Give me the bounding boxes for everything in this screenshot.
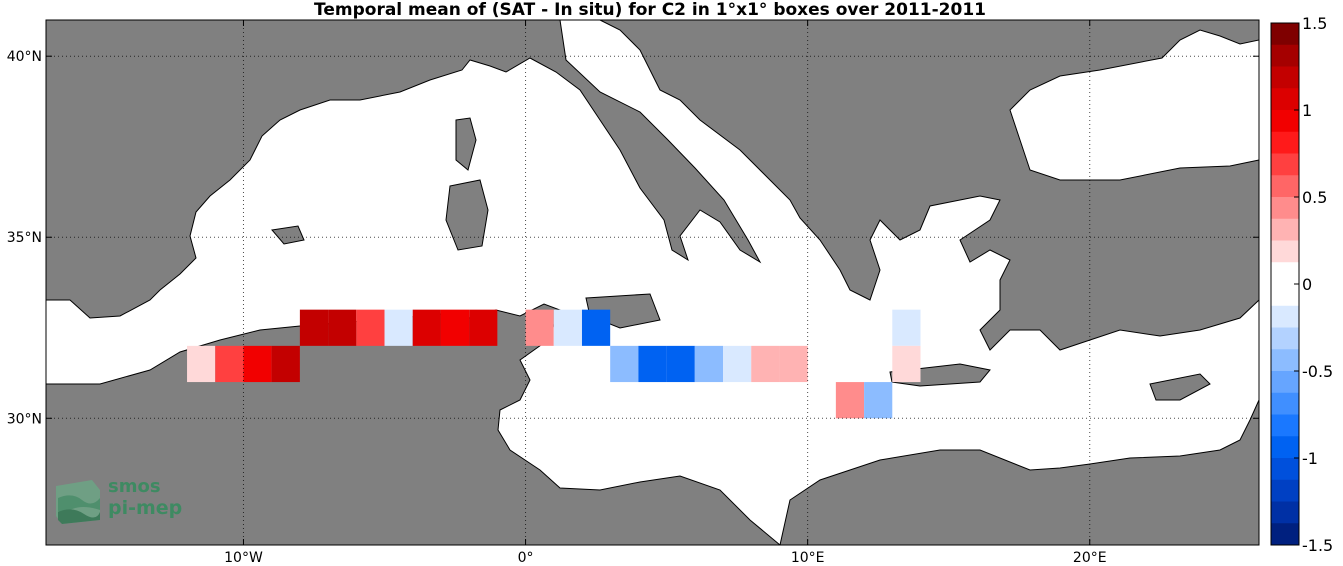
colorbar-segment	[1271, 392, 1299, 415]
colorbar-tick-label: -0.5	[1302, 362, 1333, 381]
data-box	[864, 382, 893, 419]
data-box	[581, 309, 611, 346]
data-box	[299, 309, 329, 346]
colorbar-segment	[1271, 262, 1299, 285]
colorbar-segment	[1271, 414, 1299, 437]
data-box	[892, 309, 921, 346]
map-frame	[45, 19, 1260, 546]
data-box	[328, 309, 357, 346]
data-box	[892, 345, 921, 383]
data-box	[751, 345, 780, 383]
data-box	[215, 345, 244, 383]
colorbar-segment	[1271, 197, 1299, 220]
colorbar-segment	[1271, 240, 1299, 263]
colorbar-tick-label: 0.5	[1302, 188, 1327, 207]
x-tick-label: 0°	[518, 550, 534, 566]
colorbar-segment	[1271, 23, 1299, 46]
x-tick-label: 10°W	[224, 550, 263, 566]
colorbar-segment	[1271, 327, 1299, 350]
colorbar-segment	[1271, 349, 1299, 372]
colorbar-tick-label: 1.5	[1302, 14, 1327, 33]
smos-pi-mep-logo: smos pi-mep	[52, 476, 192, 528]
land-iberia	[45, 19, 762, 319]
colorbar: 1.5 1 0.5 0 -0.5 -1 -1.5	[1270, 14, 1333, 555]
colorbar-segment	[1271, 523, 1299, 546]
data-box	[723, 345, 752, 383]
colorbar-segment	[1271, 479, 1299, 502]
data-boxes	[187, 309, 921, 419]
chart-title: Temporal mean of (SAT - In situ) for C2 …	[314, 0, 986, 20]
data-box	[356, 309, 385, 346]
data-box	[440, 309, 470, 346]
land-cyprus	[1149, 373, 1211, 401]
logo-line1: smos	[108, 476, 161, 497]
colorbar-segment	[1271, 305, 1299, 328]
data-box	[187, 345, 216, 383]
colorbar-segment	[1271, 44, 1299, 67]
logo-wave-icon	[56, 480, 100, 524]
colorbar-tick-label: -1.5	[1302, 536, 1333, 555]
colorbar-segment	[1271, 501, 1299, 524]
colorbar-segment	[1271, 436, 1299, 459]
colorbar-tick-label: 1	[1302, 101, 1312, 120]
colorbar-tick-label: -1	[1302, 449, 1318, 468]
land-corsica	[455, 117, 477, 171]
data-box	[779, 345, 808, 383]
y-tick-label: 35°N	[7, 230, 42, 246]
data-box	[638, 345, 667, 383]
data-box	[384, 309, 413, 346]
data-box	[694, 345, 724, 383]
colorbar-segment	[1271, 66, 1299, 89]
data-box	[610, 345, 639, 383]
data-box	[835, 382, 865, 419]
colorbar-segment	[1271, 88, 1299, 111]
colorbar-segment	[1271, 175, 1299, 198]
logo-line2: pi-mep	[108, 497, 183, 519]
data-box	[243, 345, 272, 383]
y-tick-label: 40°N	[7, 49, 42, 65]
data-box	[412, 309, 441, 346]
data-box	[271, 345, 300, 383]
colorbar-segment	[1271, 131, 1299, 154]
data-box	[469, 309, 498, 346]
x-tick-label: 20°E	[1073, 550, 1107, 566]
land-sardinia	[445, 179, 489, 251]
x-tick-label: 10°E	[791, 550, 825, 566]
colorbar-tick-label: 0	[1302, 275, 1312, 294]
data-box	[553, 309, 582, 346]
data-box	[525, 309, 554, 346]
y-tick-label: 30°N	[7, 411, 42, 427]
land-mallorca	[271, 225, 305, 245]
colorbar-segment	[1271, 110, 1299, 133]
land-balkans-turkey	[599, 19, 1260, 351]
data-box	[666, 345, 695, 383]
colorbar-segment	[1271, 218, 1299, 241]
colorbar-segment	[1271, 371, 1299, 394]
axis-ticks: 10°W 0° 10°E 20°E 40°N 35°N 30°N	[7, 20, 1259, 566]
colorbar-segment	[1271, 458, 1299, 481]
colorbar-segment	[1271, 284, 1299, 307]
colorbar-segment	[1271, 153, 1299, 176]
